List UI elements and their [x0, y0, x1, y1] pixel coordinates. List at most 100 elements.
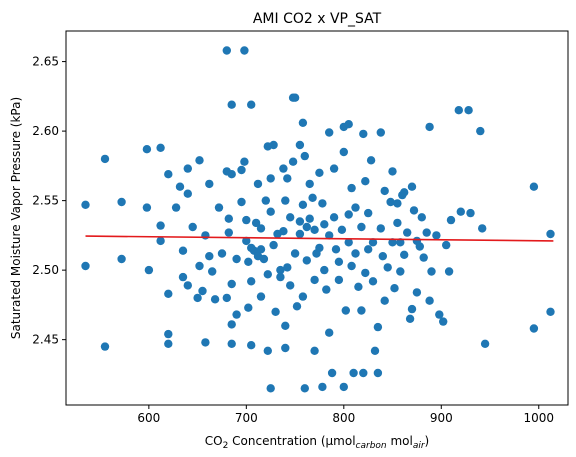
data-point — [529, 182, 539, 191]
data-point — [417, 213, 426, 222]
data-point — [256, 245, 266, 254]
data-point — [269, 240, 278, 250]
data-point — [205, 252, 214, 261]
data-point — [242, 236, 251, 246]
data-point — [283, 174, 292, 183]
x-axis-label-end: ) — [425, 434, 430, 448]
data-point — [446, 215, 456, 225]
data-point — [224, 228, 233, 237]
data-point — [415, 242, 424, 251]
x-axis-label-sub-air: air — [413, 441, 426, 451]
chart-title: AMI CO2 x VP_SAT — [253, 11, 382, 27]
data-point — [283, 263, 292, 272]
data-point — [142, 203, 152, 212]
data-point — [412, 288, 422, 297]
data-point — [419, 253, 428, 262]
data-point — [281, 321, 290, 330]
data-point — [359, 129, 368, 139]
data-point — [396, 238, 405, 247]
data-point — [480, 339, 490, 348]
data-point — [232, 254, 241, 264]
data-point — [344, 238, 353, 247]
data-point — [214, 203, 224, 212]
data-point — [300, 151, 309, 161]
data-point — [439, 317, 448, 326]
data-point — [334, 257, 344, 266]
data-point — [300, 384, 309, 393]
data-point — [466, 208, 475, 218]
data-point — [329, 164, 339, 173]
data-point — [325, 128, 334, 137]
data-point — [380, 296, 389, 305]
data-point — [142, 145, 152, 154]
trend-line — [85, 235, 554, 242]
data-point — [357, 306, 366, 315]
data-point — [193, 293, 202, 303]
data-point — [344, 210, 353, 219]
data-point — [156, 221, 165, 230]
data-point — [195, 156, 204, 165]
data-point — [232, 310, 241, 319]
data-point — [205, 179, 214, 189]
data-point — [240, 46, 249, 55]
y-tick-label: 2.55 — [32, 194, 59, 208]
data-point — [281, 343, 290, 353]
x-tick-label: 600 — [137, 411, 160, 425]
data-point — [210, 295, 220, 304]
points-layer — [81, 46, 555, 393]
data-point — [361, 177, 370, 186]
data-point — [256, 292, 266, 301]
data-point — [100, 342, 110, 351]
data-point — [464, 106, 473, 115]
data-point — [370, 346, 380, 355]
x-axis-label-sub-carbon: carbon — [356, 441, 387, 451]
x-tick-label: 700 — [235, 411, 258, 425]
data-point — [318, 199, 327, 208]
data-point — [227, 100, 236, 109]
data-point — [305, 179, 314, 189]
data-point — [178, 272, 188, 282]
data-point — [298, 292, 308, 301]
data-point — [81, 261, 90, 271]
data-point — [156, 236, 165, 246]
data-point — [393, 218, 402, 228]
data-point — [164, 289, 173, 298]
ticks-layer: 600 700 800 900 1000 2.45 2.50 2.55 2.60 2.65 — [32, 55, 554, 425]
data-point — [100, 154, 110, 164]
data-point — [201, 338, 210, 347]
data-point — [407, 304, 417, 314]
data-point — [227, 170, 236, 179]
trend-layer — [85, 235, 554, 242]
data-point — [396, 267, 405, 276]
data-point — [288, 157, 298, 166]
data-point — [351, 249, 360, 258]
data-point — [337, 225, 347, 234]
data-point — [298, 118, 308, 128]
y-tick-label: 2.45 — [32, 333, 59, 347]
data-point — [403, 228, 412, 237]
data-point — [240, 157, 249, 166]
data-point — [217, 249, 227, 258]
data-point — [341, 306, 350, 315]
data-point — [117, 254, 126, 264]
data-point — [188, 222, 197, 232]
data-point — [325, 231, 334, 240]
data-point — [247, 341, 256, 350]
data-point — [201, 231, 210, 240]
y-axis-label: Saturated Moisture Vapor Pressure (kPa) — [9, 97, 23, 339]
data-point — [242, 215, 251, 225]
data-point — [368, 238, 378, 247]
data-point — [364, 208, 373, 218]
data-point — [281, 196, 290, 205]
data-point — [354, 282, 363, 291]
data-point — [171, 203, 181, 212]
data-point — [427, 267, 436, 276]
data-point — [271, 307, 280, 316]
data-point — [156, 143, 165, 152]
x-axis-label-sub-2: 2 — [223, 441, 229, 451]
data-point — [286, 281, 295, 290]
data-point — [247, 277, 256, 286]
data-point — [373, 368, 383, 378]
